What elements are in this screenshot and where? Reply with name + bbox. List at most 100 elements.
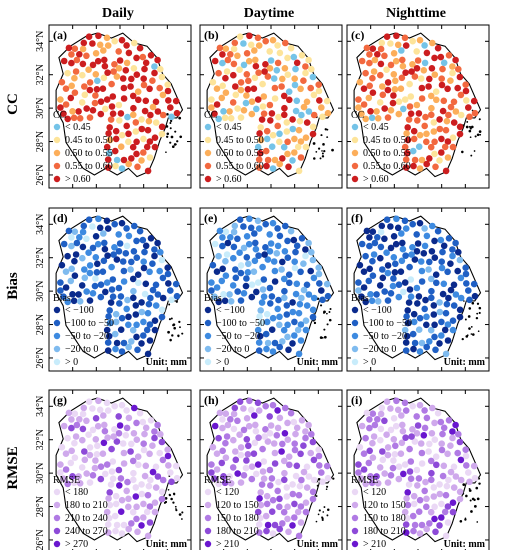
station-dot — [381, 288, 389, 295]
station-dot — [130, 287, 137, 295]
station-dot — [276, 313, 283, 321]
station-dot — [86, 444, 94, 451]
station-dot — [434, 44, 442, 52]
station-dot — [432, 88, 440, 95]
station-dot — [213, 450, 221, 458]
station-dot — [215, 115, 222, 123]
station-dot — [293, 242, 301, 250]
station-dot — [427, 275, 435, 283]
station-dot — [420, 250, 428, 257]
station-dot — [97, 281, 105, 289]
station-dot — [416, 401, 424, 409]
station-dot — [296, 300, 304, 308]
station-dot — [308, 430, 315, 438]
station-dot — [445, 294, 452, 302]
station-dot — [319, 478, 326, 486]
station-dot — [104, 225, 112, 232]
station-dot — [76, 298, 84, 305]
station-dot — [416, 314, 424, 322]
station-dot — [452, 421, 459, 429]
station-dot — [219, 234, 226, 241]
island-mark — [328, 318, 332, 322]
station-dot — [164, 87, 172, 95]
station-dot — [302, 63, 309, 70]
station-dot — [79, 254, 86, 262]
island-mark — [461, 337, 464, 341]
island-mark — [475, 486, 479, 490]
station-dot — [280, 275, 288, 283]
island-mark — [468, 307, 472, 310]
station-dot — [291, 264, 299, 272]
island-mark — [465, 125, 469, 129]
legend-item: 0.45 to 0.50 — [65, 135, 113, 146]
island-mark — [172, 323, 176, 326]
station-dot — [151, 508, 159, 516]
island-mark — [468, 327, 471, 330]
station-dot — [154, 108, 162, 115]
station-dot — [240, 290, 248, 297]
station-dot — [369, 410, 377, 418]
station-dot — [407, 458, 415, 465]
station-dot — [441, 143, 449, 151]
island-mark — [177, 334, 180, 337]
station-dot — [292, 472, 300, 480]
station-dot — [216, 409, 224, 417]
station-dot — [103, 96, 111, 103]
station-dot — [156, 449, 163, 457]
station-dot — [158, 495, 166, 503]
station-dot — [245, 77, 252, 85]
station-dot — [384, 451, 392, 459]
station-dot — [152, 484, 160, 491]
station-dot — [264, 73, 272, 80]
station-dot — [275, 113, 282, 121]
station-dot — [227, 115, 235, 122]
map-panel: (b)CC< 0.450.45 to 0.500.50 to 0.550.55 … — [199, 24, 343, 189]
station-dot — [237, 297, 245, 304]
station-dot — [399, 427, 407, 435]
island-mark — [474, 135, 477, 138]
station-dot — [431, 436, 439, 444]
station-dot — [278, 266, 285, 273]
island-mark — [323, 328, 326, 331]
station-dot — [83, 470, 90, 477]
station-dot — [431, 321, 438, 329]
station-dot — [471, 292, 479, 300]
station-dot — [259, 103, 267, 110]
station-dot — [450, 302, 458, 309]
station-dot — [97, 475, 105, 483]
station-dot — [254, 143, 262, 151]
station-dot — [298, 52, 306, 59]
map-panel: (f)Bias< −100−100 to −50−50 to −20−20 to… — [346, 207, 490, 372]
station-dot — [263, 127, 271, 135]
station-dot — [310, 476, 318, 484]
legend-swatch — [351, 358, 359, 366]
station-dot — [384, 262, 392, 269]
station-dot — [222, 410, 230, 418]
station-dot — [302, 134, 310, 141]
island-mark — [167, 330, 170, 334]
station-dot — [302, 317, 310, 325]
station-dot — [275, 296, 282, 304]
station-dot — [254, 508, 262, 516]
station-dot — [218, 459, 226, 467]
legend-item: −100 to −50 — [65, 318, 114, 329]
island-mark — [470, 125, 474, 129]
station-dot — [123, 487, 130, 495]
station-dot — [465, 104, 472, 111]
station-dot — [392, 422, 400, 430]
station-dot — [427, 326, 435, 334]
station-dot — [360, 284, 368, 291]
station-dot — [79, 410, 87, 418]
station-dot — [231, 404, 239, 412]
station-dot — [284, 515, 291, 523]
island-mark — [178, 513, 182, 516]
station-dot — [151, 317, 159, 325]
station-dot — [402, 252, 409, 259]
legend-item: 0.55 to 0.60 — [65, 161, 113, 172]
station-dot — [410, 500, 418, 508]
station-dot — [284, 503, 291, 511]
station-dot — [289, 308, 297, 316]
station-dot — [257, 136, 265, 144]
station-dot — [135, 96, 142, 104]
